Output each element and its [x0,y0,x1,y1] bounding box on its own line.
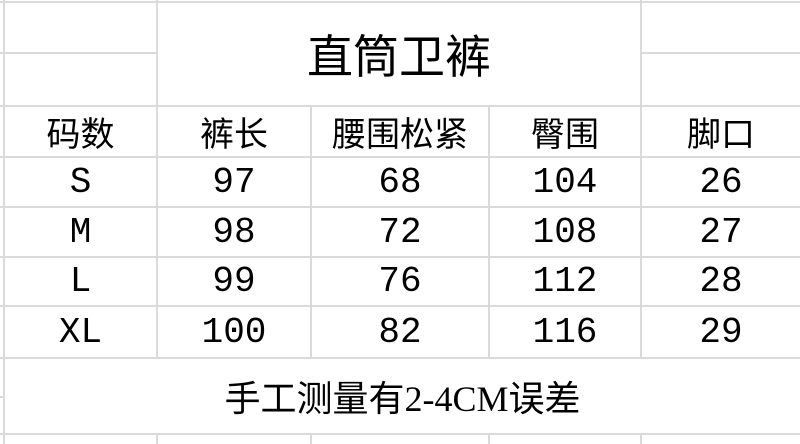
cell-size: M [69,211,92,253]
grid-line [0,357,800,359]
grid-line [0,256,800,258]
cell-waist: 72 [378,211,422,253]
cell-waist: 82 [378,311,422,353]
grid-line [0,52,157,54]
cell-size: XL [58,311,103,353]
cell-length: 98 [212,211,256,253]
grid-line [310,106,312,358]
header-hip: 臀围 [531,117,599,154]
measurement-note: 手工测量有2-4CM误差 [224,379,581,419]
grid-line [0,156,800,158]
header-size: 码数 [46,117,115,154]
cell-length: 100 [201,311,267,353]
grid-line [0,396,4,398]
header-waist: 腰围松紧 [332,117,468,154]
grid-line [3,0,5,444]
cell-length: 97 [212,161,256,203]
grid-line [640,0,642,358]
grid-line [640,434,642,444]
cell-hem: 28 [699,261,743,302]
grid-line [641,52,800,54]
cell-hem: 26 [699,161,743,203]
cell-hem: 27 [699,211,743,253]
grid-line [0,433,800,435]
cell-length: 99 [212,261,256,302]
grid-line [488,434,490,444]
grid-line [0,105,800,107]
cell-hip: 104 [532,161,598,203]
header-length: 裤长 [200,117,268,154]
grid-line [0,305,800,307]
grid-line [0,206,800,208]
grid-line [0,1,800,3]
grid-line [156,0,158,358]
grid-line [488,106,490,358]
chart-title: 直筒卫裤 [307,32,491,83]
cell-waist: 76 [378,261,422,302]
header-hem: 脚口 [687,117,755,154]
cell-hem: 29 [699,311,743,353]
cell-size: L [69,261,92,302]
cell-hip: 116 [532,311,598,353]
grid-line [310,434,312,444]
grid-line [156,434,158,444]
cell-hip: 112 [532,261,598,302]
cell-hip: 108 [532,211,598,253]
cell-waist: 68 [378,161,422,203]
cell-size: S [69,161,92,203]
